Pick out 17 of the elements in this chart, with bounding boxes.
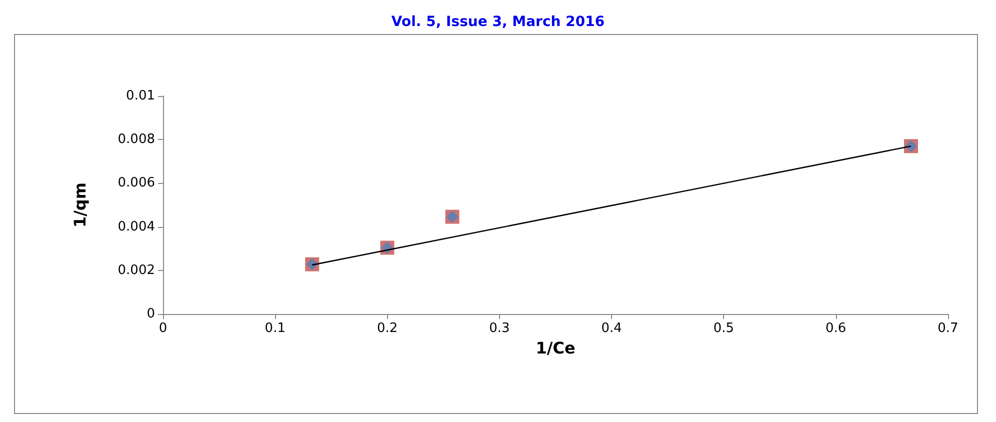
y-tick-label: 0.006 (118, 176, 155, 191)
x-axis-title: 1/Ce (536, 338, 576, 358)
text: Vol. 5, Issue 3, March 2016 (391, 14, 605, 30)
x-tick-label: 0.7 (938, 321, 958, 336)
x-tick-label: 0.1 (264, 321, 286, 336)
x-tick-label: 0.5 (713, 321, 734, 336)
x-tick-label: 0.4 (601, 321, 622, 336)
x-tick-label: 0 (158, 321, 168, 336)
x-tick-label: 0.6 (826, 321, 846, 336)
y-tick-label: 0.01 (126, 88, 155, 104)
x-tick-label: 0.3 (489, 321, 510, 336)
y-tick-label: 0.002 (118, 262, 155, 278)
x-tick-label: 0.2 (376, 321, 398, 336)
y-tick-label: 0.004 (118, 219, 155, 234)
y-axis-title: 1/qm (70, 182, 90, 228)
y-tick-label: 0.008 (118, 132, 155, 148)
y-tick-label: 0 (146, 306, 155, 322)
